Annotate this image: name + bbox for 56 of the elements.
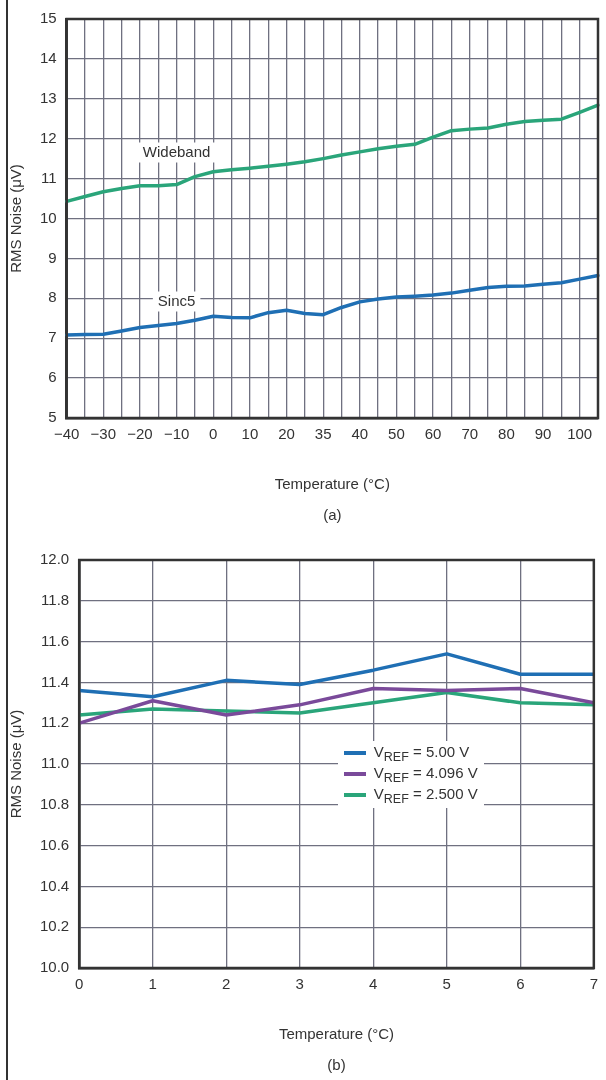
x-tick-label: −10 bbox=[163, 425, 190, 443]
x-axis-title: Temperature (°C) bbox=[274, 475, 390, 493]
x-tick-label: −40 bbox=[53, 425, 80, 443]
y-tick-label: 10.6 bbox=[39, 835, 70, 853]
y-tick-label: 7 bbox=[48, 328, 57, 346]
y-tick-label: 6 bbox=[48, 368, 57, 386]
y-tick-label: 10.0 bbox=[39, 958, 70, 976]
x-tick-label: 0 bbox=[209, 425, 218, 443]
y-tick-label: 10.8 bbox=[39, 794, 70, 812]
legend-label: V$_{REF}$ = 4.096 V bbox=[373, 763, 478, 785]
series-label: Wideband bbox=[142, 142, 211, 160]
x-tick-label: 6 bbox=[516, 975, 525, 993]
x-tick-label: 80 bbox=[498, 425, 515, 443]
x-tick-label: 10 bbox=[241, 425, 259, 443]
text: (a) bbox=[323, 506, 342, 524]
x-tick-label: 20 bbox=[278, 425, 295, 443]
y-tick-label: 10 bbox=[40, 208, 57, 226]
y-tick-label: 11.6 bbox=[41, 631, 70, 649]
y-tick-label: 10.4 bbox=[39, 876, 70, 894]
x-tick-label: −30 bbox=[90, 425, 117, 443]
x-axis-title: Temperature (°C) bbox=[278, 1025, 395, 1043]
y-tick-label: 11 bbox=[41, 168, 57, 186]
y-tick-label: 10.2 bbox=[39, 917, 70, 935]
y-axis-title: RMS Noise (μV) bbox=[7, 709, 25, 819]
legend-label: V$_{REF}$ = 5.00 V bbox=[373, 742, 470, 764]
y-tick-label: 11.2 bbox=[41, 713, 70, 731]
y-tick-label: 13 bbox=[40, 88, 57, 106]
x-tick-label: 4 bbox=[369, 975, 378, 993]
y-tick-label: 12 bbox=[40, 128, 57, 146]
x-tick-label: 35 bbox=[314, 425, 332, 443]
legend-label: V$_{REF}$ = 2.500 V bbox=[373, 784, 478, 806]
y-tick-label: 8 bbox=[48, 288, 57, 306]
x-tick-label: 40 bbox=[351, 425, 369, 443]
y-tick-label: 5 bbox=[48, 408, 57, 426]
y-tick-label: 14 bbox=[40, 49, 57, 67]
y-tick-label: 11.4 bbox=[41, 672, 70, 690]
x-tick-label: 100 bbox=[567, 425, 593, 443]
x-tick-label: 50 bbox=[388, 425, 405, 443]
x-tick-label: 60 bbox=[424, 425, 442, 443]
x-tick-label: 90 bbox=[534, 425, 552, 443]
x-tick-label: 70 bbox=[461, 425, 479, 443]
x-tick-label: 1 bbox=[148, 975, 157, 993]
y-tick-label: 9 bbox=[48, 248, 57, 266]
x-tick-label: 0 bbox=[75, 975, 84, 993]
y-tick-label: 15 bbox=[40, 9, 57, 27]
x-tick-label: 5 bbox=[442, 975, 451, 993]
series-label: Sinc5 bbox=[157, 291, 196, 309]
text: (b) bbox=[327, 1056, 346, 1074]
x-tick-label: 3 bbox=[295, 975, 304, 993]
y-tick-label: 11.0 bbox=[41, 754, 70, 772]
x-tick-label: 2 bbox=[222, 975, 231, 993]
y-tick-label: 11.8 bbox=[41, 590, 70, 608]
x-tick-label: 7 bbox=[589, 975, 598, 993]
x-tick-label: −20 bbox=[127, 425, 153, 443]
y-tick-label: 12.0 bbox=[39, 550, 70, 568]
y-axis-title: RMS Noise (μV) bbox=[7, 164, 25, 273]
